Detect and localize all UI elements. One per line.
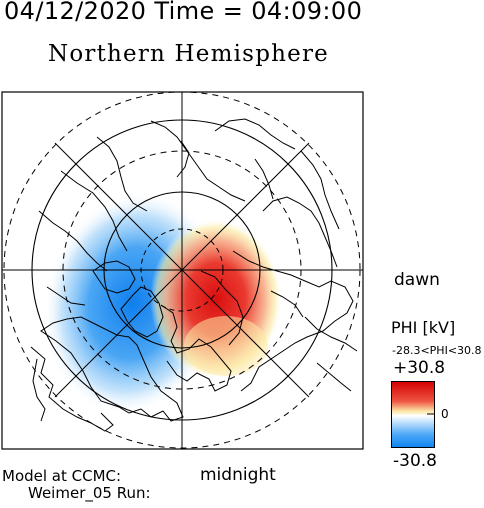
colorbar-title: PHI [kV] xyxy=(391,318,456,337)
colorbar-min-label: -30.8 xyxy=(393,451,437,471)
meridian-grid xyxy=(2,92,363,449)
model-label: Model at CCMC: xyxy=(2,467,122,485)
run-label: Weimer_05 Run: xyxy=(28,484,151,502)
colorbar xyxy=(391,381,435,448)
hemisphere-title: Northern Hemisphere xyxy=(48,41,329,67)
colorbar-zero-label: 0 xyxy=(441,407,449,421)
polar-potential-map xyxy=(1,91,364,450)
coastlines xyxy=(30,118,358,432)
colorbar-max-label: +30.8 xyxy=(393,358,446,378)
midnight-label: midnight xyxy=(200,465,276,485)
timestamp: 04/12/2020 Time = 04:09:00 xyxy=(4,0,363,25)
colorbar-range: -28.3<PHI<30.8 xyxy=(392,344,482,357)
dawn-label: dawn xyxy=(394,270,440,290)
